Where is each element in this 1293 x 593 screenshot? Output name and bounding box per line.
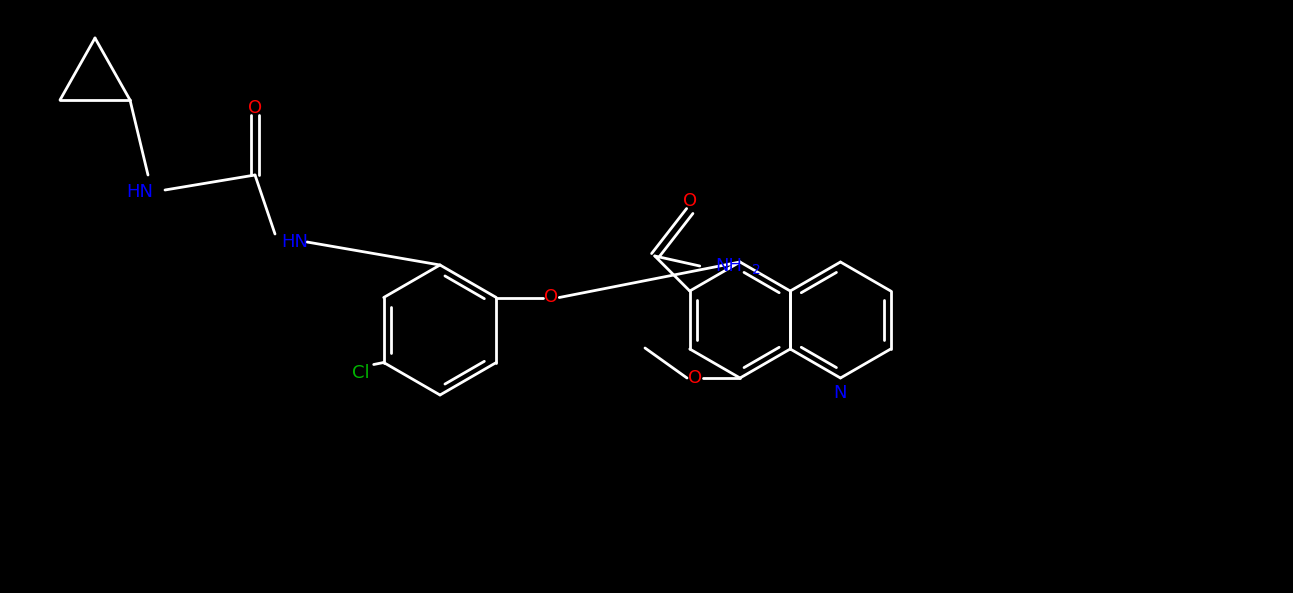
Text: 2: 2 <box>751 263 760 277</box>
Text: O: O <box>683 192 697 210</box>
Text: O: O <box>248 99 262 117</box>
Text: O: O <box>544 289 559 307</box>
Text: O: O <box>688 369 702 387</box>
Text: NH: NH <box>715 257 742 275</box>
Text: HN: HN <box>282 233 309 251</box>
Text: HN: HN <box>127 183 154 201</box>
Text: N: N <box>834 384 847 402</box>
Text: Cl: Cl <box>352 364 370 381</box>
